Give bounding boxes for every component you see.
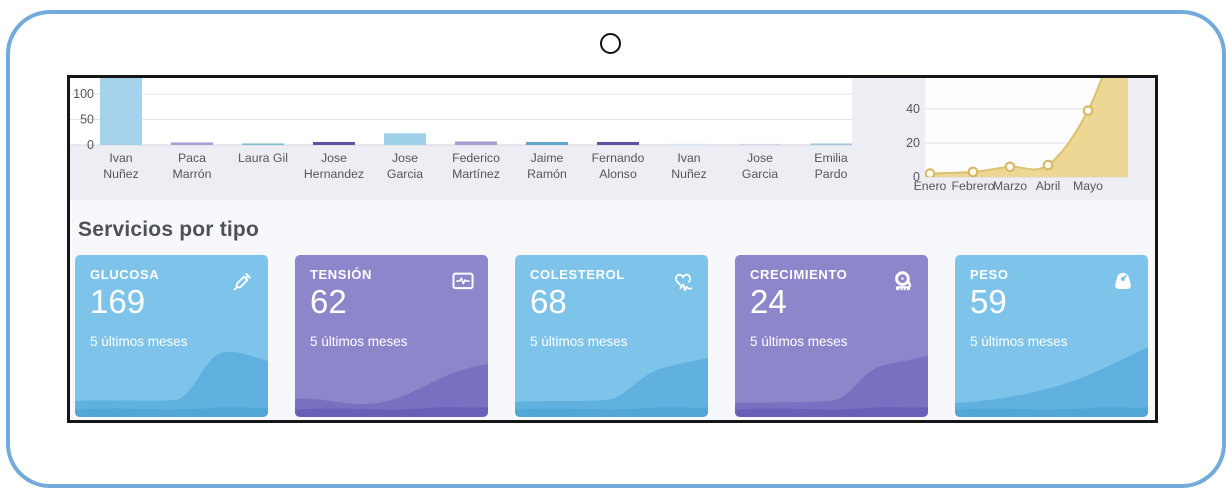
area-month-label: Marzo <box>993 179 1027 193</box>
bar-category-label: Marrón <box>173 167 212 181</box>
bar-Ivan Nuñez <box>100 78 142 145</box>
area-ytick: 20 <box>906 136 920 150</box>
area-point-Enero <box>925 168 936 177</box>
bar-ytick: 0 <box>87 138 94 152</box>
bar-Paca Marrón <box>171 142 213 145</box>
area-point-Abril <box>1042 159 1054 171</box>
bar-ytick: 50 <box>80 113 94 127</box>
service-card-peso[interactable]: PESO 59 5 últimos meses <box>955 255 1148 417</box>
card-title: CRECIMIENTO <box>750 267 848 282</box>
bar-Emilia Pardo <box>810 143 852 145</box>
bar-category-label: Fernando <box>592 151 645 165</box>
bar-Jaime Ramón <box>526 141 568 145</box>
card-title: COLESTEROL <box>530 267 625 282</box>
area-ytick: 40 <box>906 102 920 116</box>
card-subtitle: 5 últimos meses <box>970 334 1068 349</box>
bar-category-label: Nuñez <box>103 167 139 181</box>
bar-Jose Hernandez <box>313 141 355 145</box>
bar-category-label: Laura Gil <box>238 151 288 165</box>
service-card-colesterol[interactable]: COLESTEROL 68 5 últimos meses <box>515 255 708 417</box>
camera-dot <box>600 33 621 54</box>
card-value: 62 <box>310 283 347 320</box>
area-month-label: Abril <box>1036 179 1061 193</box>
bar-category-label: Alonso <box>599 167 637 181</box>
card-subtitle: 5 últimos meses <box>530 334 628 349</box>
measuring-tape-icon <box>895 271 912 291</box>
card-title: TENSIÓN <box>310 267 372 282</box>
area-fill <box>925 78 1128 177</box>
bar-category-label: Jaime <box>531 151 564 165</box>
card-subtitle: 5 últimos meses <box>90 334 188 349</box>
bar-Jose Garcia <box>384 133 426 145</box>
bar-category-label: Martínez <box>452 167 500 181</box>
syringe-icon <box>233 273 251 291</box>
monitor-wave-icon <box>452 272 474 290</box>
card-subtitle: 5 últimos meses <box>750 334 848 349</box>
heart-pulse-icon <box>675 273 693 292</box>
bar-category-label: Garcia <box>387 167 423 181</box>
bar-category-label: Jose <box>321 151 347 165</box>
card-value: 24 <box>750 283 787 320</box>
card-trend-wave <box>515 358 708 417</box>
bar-category-label: Emilia <box>814 151 848 165</box>
bar-Fernando Alonso <box>597 141 639 145</box>
area-month-label: Febrero <box>951 179 994 193</box>
bar-category-label: Ramón <box>527 167 567 181</box>
bar-category-label: Federico <box>452 151 500 165</box>
card-value: 59 <box>970 283 1007 320</box>
card-trend-wave <box>75 351 268 417</box>
bar-category-label: Ivan <box>109 151 132 165</box>
bar-Laura Gil <box>242 143 284 145</box>
area-point-Marzo <box>1004 161 1016 173</box>
bar-category-label: Pardo <box>815 167 848 181</box>
bar-category-label: Ivan <box>677 151 700 165</box>
bar-Ivan Nuñez <box>668 143 710 145</box>
bar-ytick: 100 <box>73 87 94 101</box>
card-trend-wave <box>735 356 928 417</box>
bar-category-label: Jose <box>747 151 773 165</box>
services-per-patient-bar-chart: 100 50 0 Ivan Nuñez Paca Marrón Laura Gil Jose He… <box>70 78 852 181</box>
bar-category-label: Paca <box>178 151 206 165</box>
card-title: GLUCOSA <box>90 267 160 282</box>
weight-scale-icon <box>1115 272 1131 290</box>
section-title: Servicios por tipo <box>78 218 259 241</box>
bar-category-label: Garcia <box>742 167 778 181</box>
card-trend-wave <box>955 347 1148 417</box>
dashboard-screen: 100 50 0 Ivan Nuñez Paca Marrón Laura Gil Jose He… <box>67 75 1158 423</box>
area-ytick: 0 <box>913 170 920 184</box>
bar-category-label: Jose <box>392 151 418 165</box>
area-month-label: Mayo <box>1073 179 1103 193</box>
card-trend-wave <box>295 364 488 417</box>
area-point-Febrero <box>967 166 979 177</box>
bar-category-label: Nuñez <box>671 167 707 181</box>
card-subtitle: 5 últimos meses <box>310 334 408 349</box>
service-card-glucosa[interactable]: GLUCOSA 169 5 últimos meses <box>75 255 268 417</box>
bar-category-label: Hernandez <box>304 167 364 181</box>
service-card-crecimiento[interactable]: CRECIMIENTO 24 5 últimos meses <box>735 255 928 417</box>
area-point-Mayo <box>1082 105 1094 117</box>
service-card-tensión[interactable]: TENSIÓN 62 5 últimos meses <box>295 255 488 417</box>
card-value: 68 <box>530 283 567 320</box>
bar-Federico Martínez <box>455 141 497 145</box>
card-value: 169 <box>90 283 146 320</box>
bar-Jose Garcia <box>739 143 781 145</box>
area-month-label: Enero <box>914 179 947 193</box>
service-cards-row: GLUCOSA 169 5 últimos meses TENSIÓN 62 5… <box>75 255 1148 417</box>
card-title: PESO <box>970 267 1009 282</box>
